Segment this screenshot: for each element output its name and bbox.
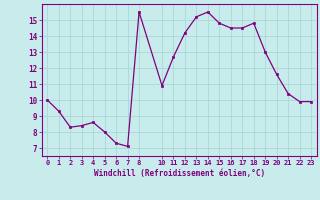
X-axis label: Windchill (Refroidissement éolien,°C): Windchill (Refroidissement éolien,°C) [94,169,265,178]
